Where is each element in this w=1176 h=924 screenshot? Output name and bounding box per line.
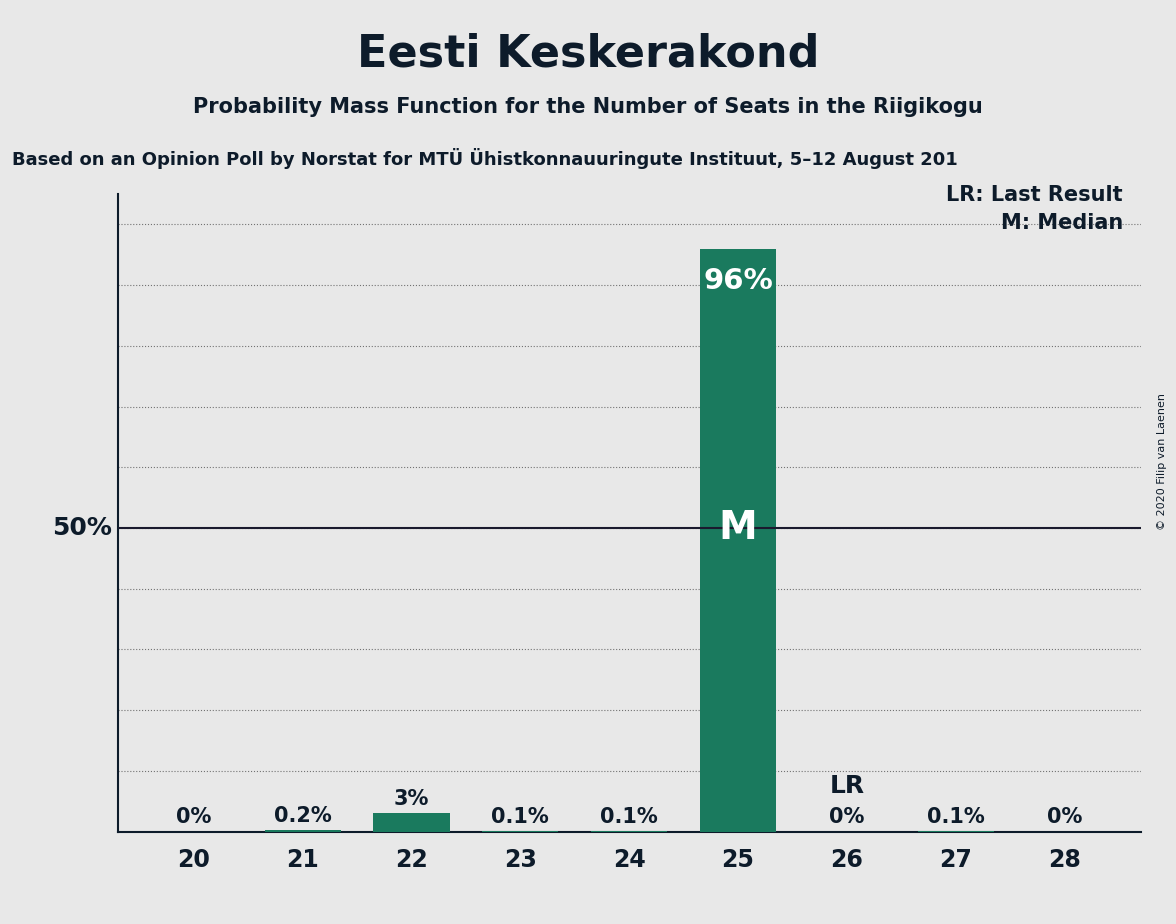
Text: Probability Mass Function for the Number of Seats in the Riigikogu: Probability Mass Function for the Number… <box>193 97 983 117</box>
Bar <box>700 249 776 832</box>
Text: LR: LR <box>829 774 864 798</box>
Text: © 2020 Filip van Laenen: © 2020 Filip van Laenen <box>1157 394 1167 530</box>
Text: 0%: 0% <box>176 808 212 827</box>
Text: Based on an Opinion Poll by Norstat for MTÜ Ühistkonnauuringute Instituut, 5–12 : Based on an Opinion Poll by Norstat for … <box>12 148 957 169</box>
Bar <box>373 813 449 832</box>
Text: 0.1%: 0.1% <box>492 807 549 827</box>
Text: 0.2%: 0.2% <box>274 806 332 826</box>
Text: LR: Last Result: LR: Last Result <box>947 185 1123 205</box>
Text: 0.1%: 0.1% <box>927 807 984 827</box>
Text: M: Median: M: Median <box>1001 213 1123 233</box>
Text: 0%: 0% <box>1047 808 1082 827</box>
Text: Eesti Keskerakond: Eesti Keskerakond <box>356 32 820 76</box>
Text: M: M <box>719 509 757 547</box>
Bar <box>265 831 341 832</box>
Text: 0.1%: 0.1% <box>600 807 659 827</box>
Text: 3%: 3% <box>394 789 429 809</box>
Text: 0%: 0% <box>829 808 864 827</box>
Text: 50%: 50% <box>52 516 112 540</box>
Text: 96%: 96% <box>703 267 773 295</box>
